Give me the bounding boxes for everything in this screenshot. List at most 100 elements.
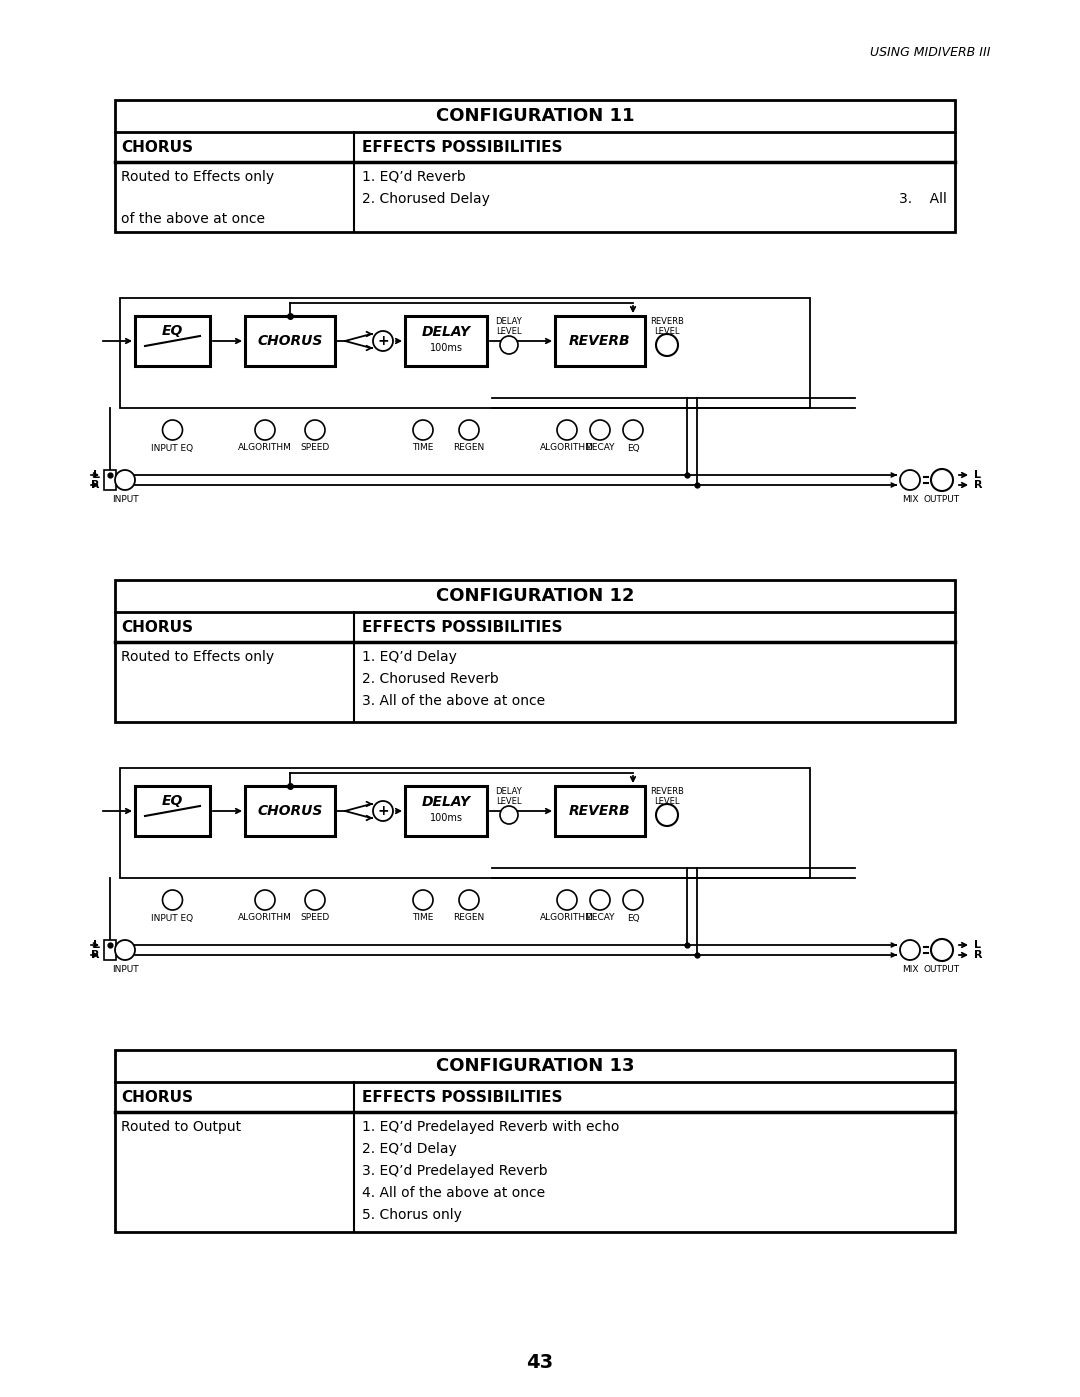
Text: DELAY: DELAY (496, 787, 523, 795)
Circle shape (557, 890, 577, 909)
Text: INPUT EQ: INPUT EQ (151, 914, 193, 922)
Text: REVERB: REVERB (650, 317, 684, 326)
Text: OUTPUT: OUTPUT (923, 496, 960, 504)
Text: LEVEL: LEVEL (496, 327, 522, 337)
Text: REGEN: REGEN (454, 443, 485, 453)
Text: R: R (92, 950, 100, 960)
Text: CHORUS: CHORUS (121, 140, 193, 155)
Bar (120, 768, 810, 877)
Circle shape (900, 469, 920, 490)
Text: 4. All of the above at once: 4. All of the above at once (363, 1186, 545, 1200)
Text: REVERB: REVERB (650, 787, 684, 795)
Text: EFFECTS POSSIBILITIES: EFFECTS POSSIBILITIES (363, 1090, 563, 1105)
Text: L: L (974, 469, 981, 481)
Bar (114, 1051, 955, 1232)
Circle shape (590, 420, 610, 440)
Text: REVERB: REVERB (569, 334, 631, 348)
Circle shape (656, 805, 678, 826)
Text: ALGORITHM: ALGORITHM (238, 443, 292, 453)
Text: TIME: TIME (413, 443, 434, 453)
Text: EFFECTS POSSIBILITIES: EFFECTS POSSIBILITIES (363, 140, 563, 155)
Circle shape (931, 469, 953, 490)
Text: EQ: EQ (626, 914, 639, 922)
Text: LEVEL: LEVEL (654, 327, 679, 337)
Bar (245, 316, 335, 366)
Circle shape (900, 940, 920, 960)
Circle shape (305, 890, 325, 909)
Text: USING MIDIVERB III: USING MIDIVERB III (869, 46, 990, 59)
Text: SPEED: SPEED (300, 443, 329, 453)
Circle shape (931, 939, 953, 961)
Circle shape (557, 420, 577, 440)
Text: ALGORITHM: ALGORITHM (238, 914, 292, 922)
Bar (104, 469, 116, 490)
Circle shape (459, 890, 480, 909)
Text: Routed to Effects only: Routed to Effects only (121, 170, 274, 184)
Text: EFFECTS POSSIBILITIES: EFFECTS POSSIBILITIES (363, 619, 563, 634)
Text: CONFIGURATION 13: CONFIGURATION 13 (435, 1058, 634, 1076)
Circle shape (413, 420, 433, 440)
Circle shape (255, 890, 275, 909)
Text: L: L (93, 469, 100, 481)
Text: DELAY: DELAY (421, 795, 471, 809)
Text: DECAY: DECAY (585, 443, 615, 453)
Text: L: L (93, 940, 100, 950)
Text: 2. EQ’d Delay: 2. EQ’d Delay (363, 1141, 457, 1155)
Text: 2. Chorused Delay: 2. Chorused Delay (363, 191, 490, 205)
Text: DECAY: DECAY (585, 914, 615, 922)
Text: REGEN: REGEN (454, 914, 485, 922)
Bar (555, 787, 645, 835)
Text: CHORUS: CHORUS (121, 619, 193, 634)
Text: 3.    All: 3. All (900, 191, 947, 205)
Circle shape (500, 337, 518, 353)
Text: EQ: EQ (626, 443, 639, 453)
Bar (135, 787, 210, 835)
Text: CONFIGURATION 11: CONFIGURATION 11 (435, 108, 634, 124)
Circle shape (656, 334, 678, 356)
Circle shape (500, 806, 518, 824)
Text: +: + (377, 805, 389, 819)
Text: EQ: EQ (162, 324, 184, 338)
Text: 3. All of the above at once: 3. All of the above at once (363, 694, 545, 708)
Circle shape (623, 420, 643, 440)
Bar (104, 940, 116, 960)
Text: LEVEL: LEVEL (654, 798, 679, 806)
Text: MIX: MIX (902, 965, 918, 975)
Text: MIX: MIX (902, 496, 918, 504)
Text: EQ: EQ (162, 793, 184, 807)
Circle shape (305, 420, 325, 440)
Circle shape (590, 890, 610, 909)
Circle shape (459, 420, 480, 440)
Text: DELAY: DELAY (421, 326, 471, 339)
Bar (120, 298, 810, 408)
Text: CHORUS: CHORUS (257, 805, 323, 819)
Text: DELAY: DELAY (496, 317, 523, 326)
Bar (555, 316, 645, 366)
Text: L: L (974, 940, 981, 950)
Text: CHORUS: CHORUS (121, 1090, 193, 1105)
Text: 1. EQ’d Predelayed Reverb with echo: 1. EQ’d Predelayed Reverb with echo (363, 1120, 620, 1134)
Text: INPUT: INPUT (111, 965, 138, 975)
Text: INPUT EQ: INPUT EQ (151, 443, 193, 453)
Text: OUTPUT: OUTPUT (923, 965, 960, 975)
Bar (114, 580, 955, 722)
Text: 100ms: 100ms (430, 813, 462, 823)
Circle shape (255, 420, 275, 440)
Bar (135, 316, 210, 366)
Text: 1. EQ’d Delay: 1. EQ’d Delay (363, 650, 457, 664)
Circle shape (162, 890, 183, 909)
Bar (245, 787, 335, 835)
Text: TIME: TIME (413, 914, 434, 922)
Text: INPUT: INPUT (111, 496, 138, 504)
Circle shape (114, 469, 135, 490)
Text: 3. EQ’d Predelayed Reverb: 3. EQ’d Predelayed Reverb (363, 1164, 548, 1178)
Bar (405, 787, 487, 835)
Text: of the above at once: of the above at once (121, 212, 265, 226)
Bar (114, 101, 955, 232)
Text: Routed to Effects only: Routed to Effects only (121, 650, 274, 664)
Text: 5. Chorus only: 5. Chorus only (363, 1208, 462, 1222)
Circle shape (413, 890, 433, 909)
Text: SPEED: SPEED (300, 914, 329, 922)
Text: R: R (974, 950, 983, 960)
Text: CONFIGURATION 12: CONFIGURATION 12 (435, 587, 634, 605)
